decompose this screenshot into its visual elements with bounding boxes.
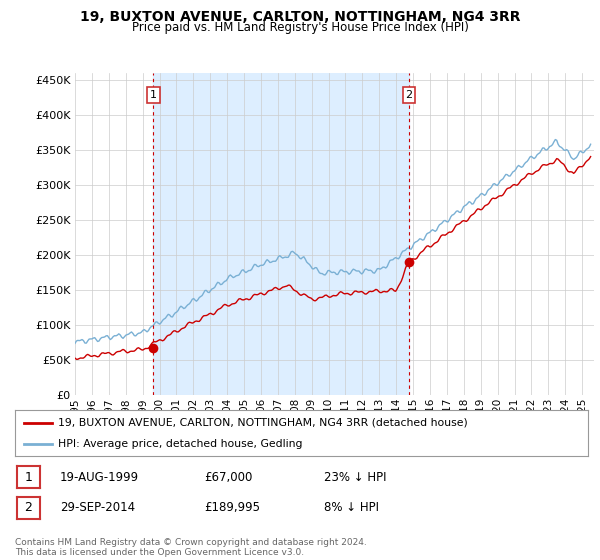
Text: £67,000: £67,000 (204, 470, 253, 484)
Text: 19, BUXTON AVENUE, CARLTON, NOTTINGHAM, NG4 3RR (detached house): 19, BUXTON AVENUE, CARLTON, NOTTINGHAM, … (58, 418, 468, 428)
Text: 19-AUG-1999: 19-AUG-1999 (60, 470, 139, 484)
Text: 29-SEP-2014: 29-SEP-2014 (60, 501, 135, 515)
Text: Contains HM Land Registry data © Crown copyright and database right 2024.
This d: Contains HM Land Registry data © Crown c… (15, 538, 367, 557)
Text: 1: 1 (150, 90, 157, 100)
Text: £189,995: £189,995 (204, 501, 260, 515)
Text: 8% ↓ HPI: 8% ↓ HPI (324, 501, 379, 515)
Bar (153, 73, 409, 395)
Text: 2: 2 (406, 90, 412, 100)
Text: 2: 2 (24, 501, 32, 515)
Text: HPI: Average price, detached house, Gedling: HPI: Average price, detached house, Gedl… (58, 439, 302, 449)
Text: 19, BUXTON AVENUE, CARLTON, NOTTINGHAM, NG4 3RR: 19, BUXTON AVENUE, CARLTON, NOTTINGHAM, … (80, 10, 520, 24)
Text: 1: 1 (24, 470, 32, 484)
Text: 23% ↓ HPI: 23% ↓ HPI (324, 470, 386, 484)
Text: Price paid vs. HM Land Registry's House Price Index (HPI): Price paid vs. HM Land Registry's House … (131, 21, 469, 34)
